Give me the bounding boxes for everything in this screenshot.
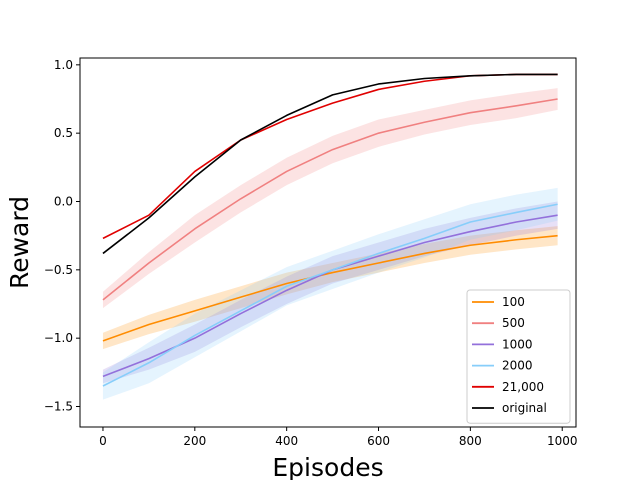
y-tick-label: −0.5 bbox=[44, 263, 73, 277]
x-tick-label: 200 bbox=[183, 434, 206, 448]
legend: 100 500 1000 2000 21,000 original bbox=[466, 289, 571, 424]
legend-label: 1000 bbox=[502, 337, 533, 351]
y-tick-label: 0.0 bbox=[54, 195, 73, 209]
confidence-bands bbox=[102, 88, 558, 400]
legend-label: 21,000 bbox=[502, 380, 544, 394]
x-tick-label: 0 bbox=[99, 434, 107, 448]
legend-label: original bbox=[502, 401, 547, 415]
y-tick-label: −1.5 bbox=[44, 400, 73, 414]
legend-label: 500 bbox=[502, 316, 525, 330]
band-2 bbox=[102, 201, 558, 384]
legend-label: 100 bbox=[502, 295, 525, 309]
y-tick-label: −1.0 bbox=[44, 331, 73, 345]
legend-label: 2000 bbox=[502, 359, 533, 373]
series-line-1 bbox=[102, 98, 558, 301]
x-axis-title: Episodes bbox=[272, 453, 383, 480]
x-tick-label: 600 bbox=[367, 434, 390, 448]
band-0 bbox=[102, 226, 558, 350]
series-lines bbox=[102, 73, 558, 387]
y-axis-title: Reward bbox=[5, 196, 34, 289]
y-tick-label: 1.0 bbox=[54, 58, 73, 72]
y-axis: −1.5 −1.0 −0.5 0.0 0.5 1.0 bbox=[44, 58, 80, 414]
x-tick-label: 400 bbox=[275, 434, 298, 448]
x-tick-label: 1000 bbox=[547, 434, 578, 448]
x-tick-label: 800 bbox=[459, 434, 482, 448]
series-line-5 bbox=[102, 73, 558, 255]
band-1 bbox=[102, 88, 558, 309]
x-axis: 0 200 400 600 800 1000 bbox=[99, 427, 577, 448]
y-tick-label: 0.5 bbox=[54, 126, 73, 140]
band-3 bbox=[102, 187, 558, 400]
series-line-3 bbox=[102, 203, 558, 387]
plot-frame bbox=[79, 57, 577, 428]
series-line-0 bbox=[102, 234, 558, 342]
